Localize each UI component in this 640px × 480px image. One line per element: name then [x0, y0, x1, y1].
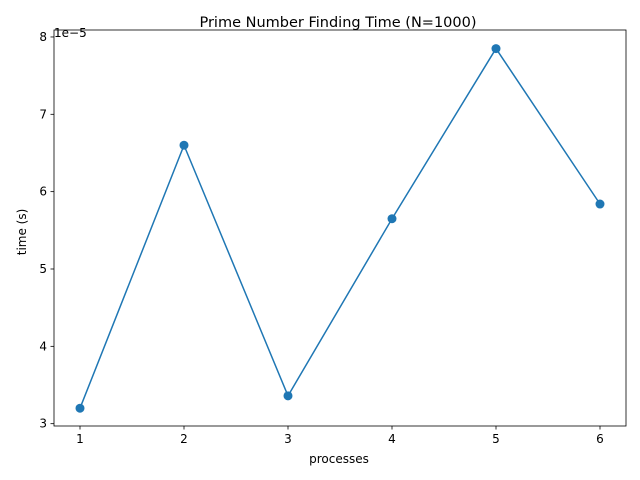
data-point — [491, 44, 501, 54]
x-tick-label: 1 — [76, 432, 84, 446]
y-tick-label: 3 — [39, 417, 47, 431]
x-tick-label: 2 — [180, 432, 188, 446]
y-tick-label: 4 — [39, 339, 47, 353]
data-point — [179, 140, 189, 150]
data-point — [283, 391, 293, 401]
y-tick-label: 6 — [39, 185, 47, 199]
x-tick-label: 6 — [596, 432, 604, 446]
y-tick-label: 7 — [39, 107, 47, 121]
y-tick-label: 8 — [39, 30, 47, 44]
y-axis-label: time (s) — [15, 209, 29, 256]
data-point — [595, 199, 605, 209]
y-tick-label: 5 — [39, 262, 47, 276]
plot-area: 1 2 3 4 5 6 3 4 5 6 7 8 — [39, 29, 627, 446]
x-tick-label: 4 — [388, 432, 396, 446]
axes-frame — [53, 29, 627, 427]
x-tick-label: 3 — [284, 432, 292, 446]
chart-title: Prime Number Finding Time (N=1000) — [199, 15, 476, 31]
data-point — [75, 403, 85, 413]
data-point — [387, 214, 397, 224]
x-tick-label: 5 — [492, 432, 500, 446]
x-axis-label: processes — [309, 452, 369, 466]
y-axis-offset-label: 1e−5 — [54, 26, 87, 40]
series-line — [79, 47, 601, 409]
